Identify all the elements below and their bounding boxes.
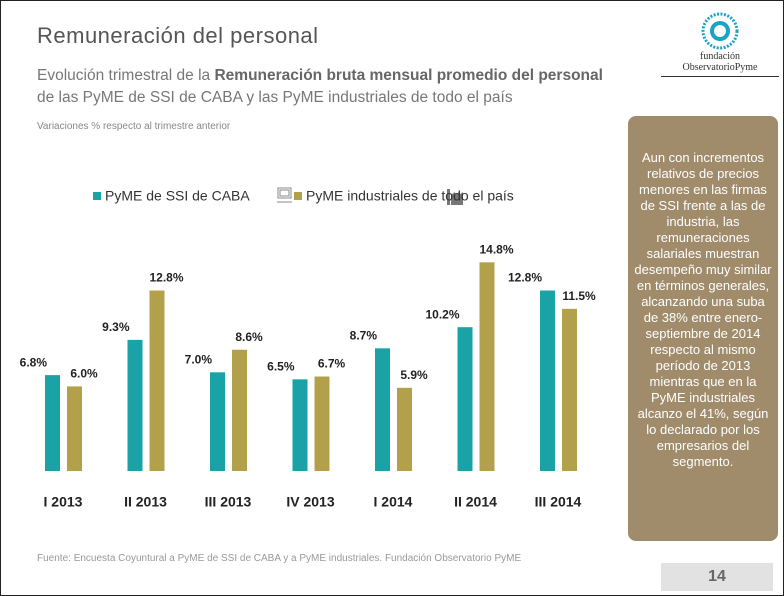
value-label: 12.8% (149, 271, 183, 285)
slide-title: Remuneración del personal (37, 23, 319, 48)
value-label: 12.8% (508, 271, 542, 285)
bar (149, 290, 165, 471)
value-label: 11.5% (562, 289, 596, 303)
value-label: 5.9% (400, 368, 428, 382)
legend-swatch (93, 192, 101, 200)
value-label: 9.3% (102, 320, 130, 334)
subtitle-start: Evolución trimestral de la (37, 67, 211, 84)
legend-label: PyME de SSI de CABA (105, 188, 250, 204)
bar (67, 386, 82, 471)
bar (540, 290, 555, 471)
note: Variaciones % respecto al trimestre ante… (37, 121, 231, 132)
factory-icon (447, 189, 463, 205)
sidebar: Aun con incrementos relativos de precios… (628, 116, 778, 541)
bar (397, 387, 412, 471)
subtitle: Evolución trimestral de la Remuneración … (37, 65, 637, 109)
x-tick-label: III 2014 (535, 494, 582, 510)
value-label: 14.8% (479, 242, 513, 256)
x-tick-label: I 2013 (44, 494, 83, 510)
bar (314, 376, 330, 471)
value-label: 6.8% (20, 355, 48, 369)
value-label: 7.0% (185, 352, 213, 366)
logo-line2: ObservatorioPyme (661, 62, 779, 77)
value-label: 8.6% (235, 330, 263, 344)
bar (127, 339, 143, 471)
bar (562, 308, 577, 471)
chart: PyME de SSI de CABA PyME industriales de … (20, 187, 596, 510)
logo-icon (701, 12, 739, 50)
subtitle-bold: Remuneración bruta mensual promedio del … (214, 67, 603, 84)
value-label: 6.0% (70, 367, 98, 381)
bar (232, 349, 247, 471)
x-tick-label: IV 2013 (286, 494, 334, 510)
logo: fundación ObservatorioPyme (661, 11, 779, 77)
bar (210, 372, 225, 471)
computer-icon (277, 187, 292, 203)
bar (292, 379, 308, 471)
subtitle-end: de las PyME de SSI de CABA y las PyME in… (37, 89, 513, 106)
legend-label: PyME industriales de todo el país (306, 188, 514, 204)
logo-line1: fundación (700, 51, 740, 62)
source: Fuente: Encuesta Coyuntural a PyME de SS… (37, 553, 522, 564)
x-tick-label: III 2013 (205, 494, 252, 510)
x-tick-label: I 2014 (374, 494, 413, 510)
value-label: 6.7% (318, 357, 346, 371)
value-label: 8.7% (350, 329, 378, 343)
page-number: 14 (661, 563, 773, 591)
bar (479, 262, 495, 471)
legend-swatch (294, 192, 302, 200)
value-label: 6.5% (267, 360, 295, 374)
x-tick-label: II 2013 (124, 494, 167, 510)
bar (45, 375, 60, 471)
x-tick-label: II 2014 (454, 494, 497, 510)
value-label: 10.2% (425, 307, 459, 321)
bar (457, 327, 473, 471)
bar (375, 348, 390, 471)
